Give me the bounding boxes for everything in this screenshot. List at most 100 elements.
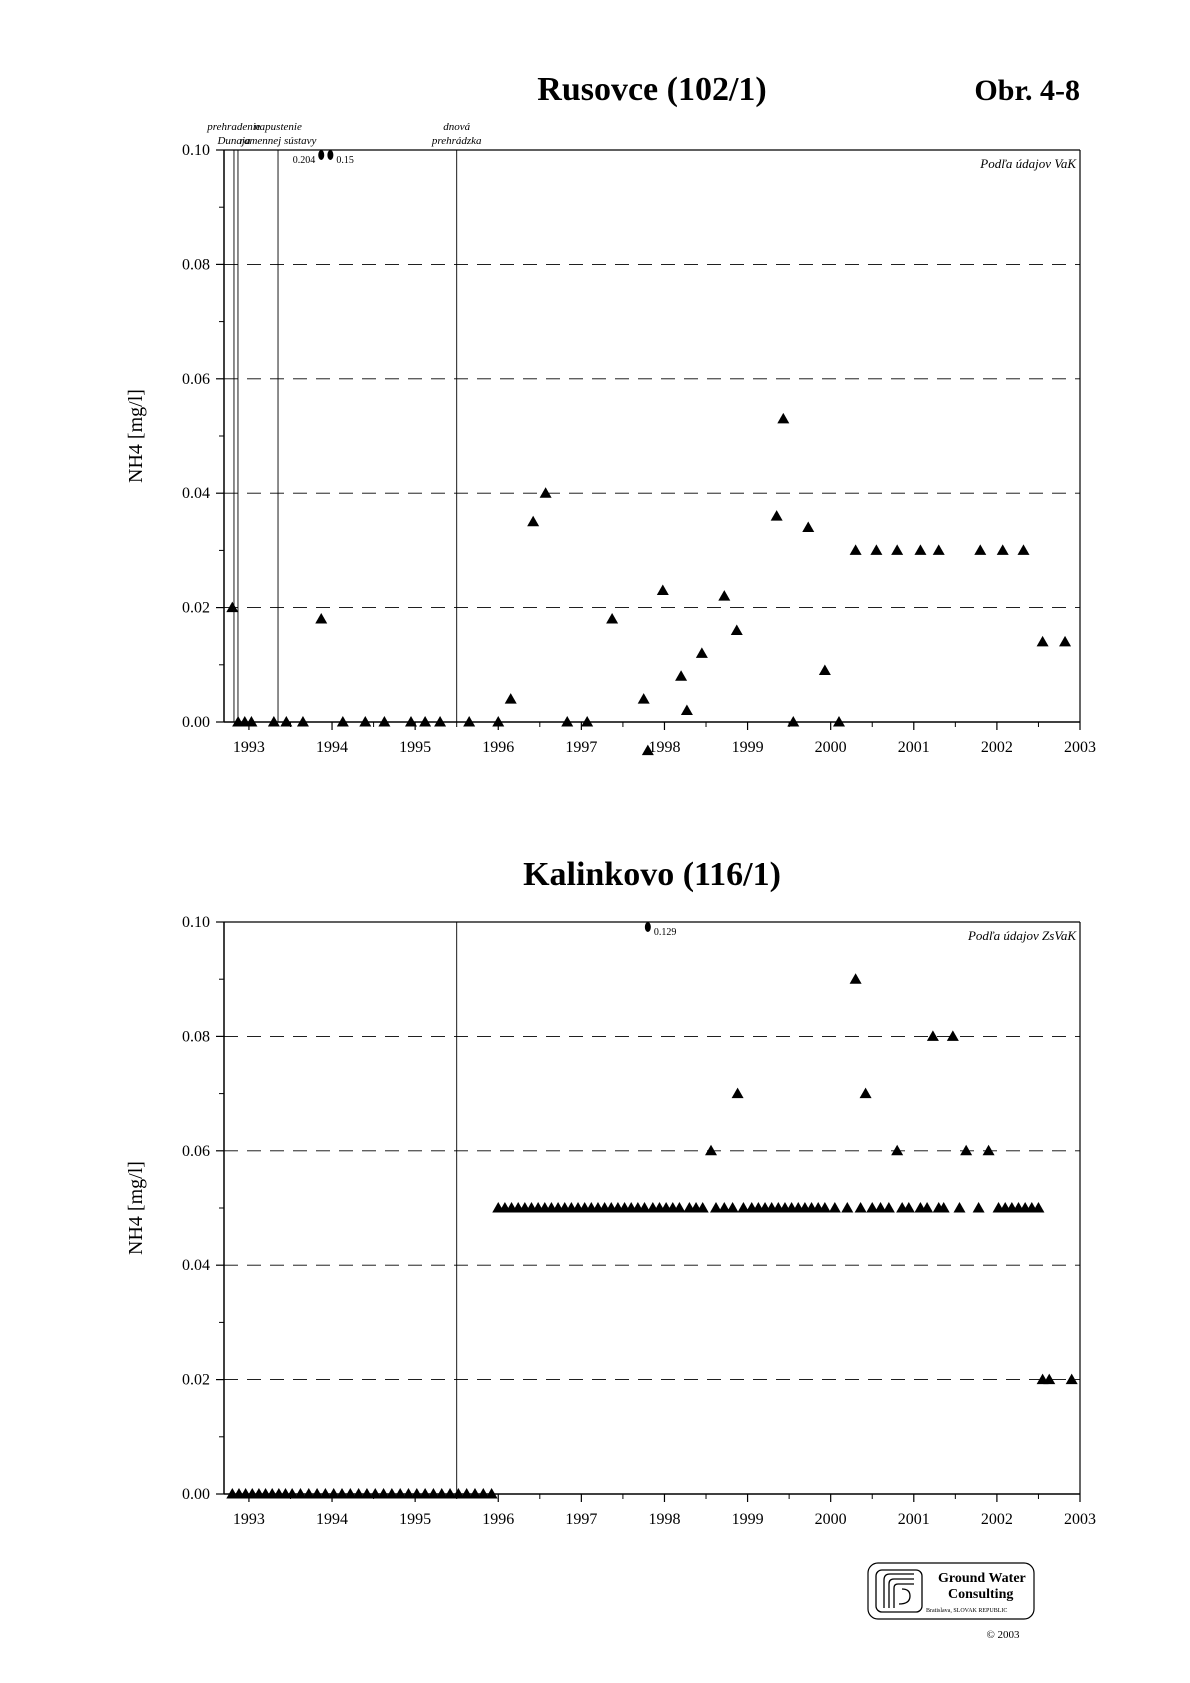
data-point: [695, 647, 708, 658]
data-point: [891, 544, 904, 555]
data-point: [378, 716, 391, 727]
data-point: [1065, 1373, 1078, 1385]
data-point: [477, 1488, 490, 1499]
y-tick-label: 0.10: [182, 914, 210, 931]
data-point: [280, 716, 293, 727]
data-point: [226, 601, 239, 613]
offscale-marker: [644, 922, 651, 932]
offscale-marker: [327, 150, 334, 160]
data-point: [696, 1202, 709, 1213]
x-tick-label: 1997: [565, 1511, 597, 1528]
data-point: [921, 1202, 934, 1213]
data-point: [874, 1202, 887, 1213]
data-point: [932, 544, 945, 555]
data-point: [1043, 1373, 1056, 1385]
data-point: [452, 1488, 465, 1499]
data-point: [982, 1144, 995, 1156]
event-label-line1: prehradenie: [206, 121, 260, 133]
x-tick-label: 2001: [898, 739, 930, 756]
data-point: [404, 716, 417, 727]
data-point: [539, 487, 552, 498]
x-tick-label: 1999: [732, 1511, 764, 1528]
data-point: [377, 1488, 390, 1499]
event-label-line2: ramennej sústavy: [240, 135, 317, 147]
y-tick-label: 0.02: [182, 600, 210, 617]
source-note: Podľa údajov ZsVaK: [967, 928, 1077, 943]
data-point: [996, 544, 1009, 555]
y-tick-label: 0.10: [182, 142, 210, 159]
data-point: [444, 1488, 457, 1499]
data-point: [882, 1202, 895, 1213]
data-point: [675, 670, 688, 681]
y-tick-label: 0.02: [182, 1372, 210, 1389]
data-point: [344, 1488, 357, 1499]
x-tick-label: 2000: [815, 739, 847, 756]
data-point: [527, 515, 540, 527]
data-point: [818, 1202, 831, 1213]
logo-line3: Bratislava, SLOVAK REPUBLIC: [926, 1608, 1007, 1614]
data-point: [641, 744, 654, 756]
y-tick-label: 0.04: [182, 485, 210, 502]
data-point: [730, 624, 743, 635]
data-point: [726, 1202, 739, 1213]
data-point: [926, 1030, 939, 1041]
data-point: [1036, 635, 1049, 647]
data-point: [718, 590, 731, 601]
x-tick-label: 1995: [399, 739, 431, 756]
chart-rusovce: Rusovce (102/1) 0.00 0.02 0.04 0.06 0.08 0.10 1…: [125, 71, 1096, 756]
source-note: Podľa údajov VaK: [979, 156, 1077, 171]
data-point: [841, 1202, 854, 1213]
data-point: [718, 1202, 731, 1213]
y-tick-label: 0.00: [182, 714, 210, 731]
data-point: [385, 1488, 398, 1499]
data-point: [245, 716, 258, 727]
offscale-label: 0.15: [336, 155, 354, 166]
data-point: [492, 716, 505, 727]
data-point: [802, 521, 815, 533]
data-point: [419, 1488, 432, 1499]
data-point: [435, 1488, 448, 1499]
event-label-line2: Dunaja: [216, 135, 251, 147]
y-tick-label: 0.06: [182, 371, 210, 388]
data-point: [294, 1488, 307, 1499]
y-axis-label: NH4 [mg/l]: [125, 1161, 147, 1255]
data-point: [463, 716, 476, 727]
logo-line2: Consulting: [948, 1587, 1013, 1602]
offscale-label: 0.129: [654, 927, 677, 938]
data-point: [638, 1202, 651, 1213]
x-tick-label: 2003: [1064, 739, 1096, 756]
data-point: [828, 1202, 841, 1213]
data-point: [974, 544, 987, 555]
x-tick-label: 2002: [981, 1511, 1013, 1528]
data-point: [902, 1202, 915, 1213]
data-point: [360, 1488, 373, 1499]
data-point: [267, 716, 280, 727]
x-tick-label: 1994: [316, 1511, 348, 1528]
data-point: [1059, 635, 1072, 647]
x-tick-label: 2002: [981, 739, 1013, 756]
y-tick-label: 0.08: [182, 1028, 210, 1045]
data-point: [960, 1144, 973, 1156]
y-tick-label: 0.06: [182, 1143, 210, 1160]
logo: Ground Water Consulting Bratislava, SLOV…: [867, 1562, 1035, 1641]
data-point: [680, 704, 693, 716]
x-tick-label: 2001: [898, 1511, 930, 1528]
data-point: [419, 716, 432, 727]
data-point: [866, 1202, 879, 1213]
x-tick-label: 1993: [233, 1511, 265, 1528]
data-point: [336, 716, 349, 727]
logo-line1: Ground Water: [938, 1571, 1026, 1586]
data-point: [319, 1488, 332, 1499]
y-tick-label: 0.08: [182, 256, 210, 273]
data-point: [673, 1202, 686, 1213]
figure-label: Obr. 4-8: [974, 74, 1080, 107]
chart-kalinkovo: Kalinkovo (116/1) 0.00 0.02 0.04 0.06 0.08 0.1…: [125, 856, 1096, 1528]
data-point: [286, 1488, 299, 1499]
data-point: [315, 613, 328, 624]
chart-title: Kalinkovo (116/1): [523, 856, 781, 893]
data-point: [705, 1144, 718, 1156]
data-point: [972, 1202, 985, 1213]
data-point: [606, 613, 619, 624]
data-point: [561, 716, 574, 727]
y-axis-label: NH4 [mg/l]: [125, 389, 147, 483]
